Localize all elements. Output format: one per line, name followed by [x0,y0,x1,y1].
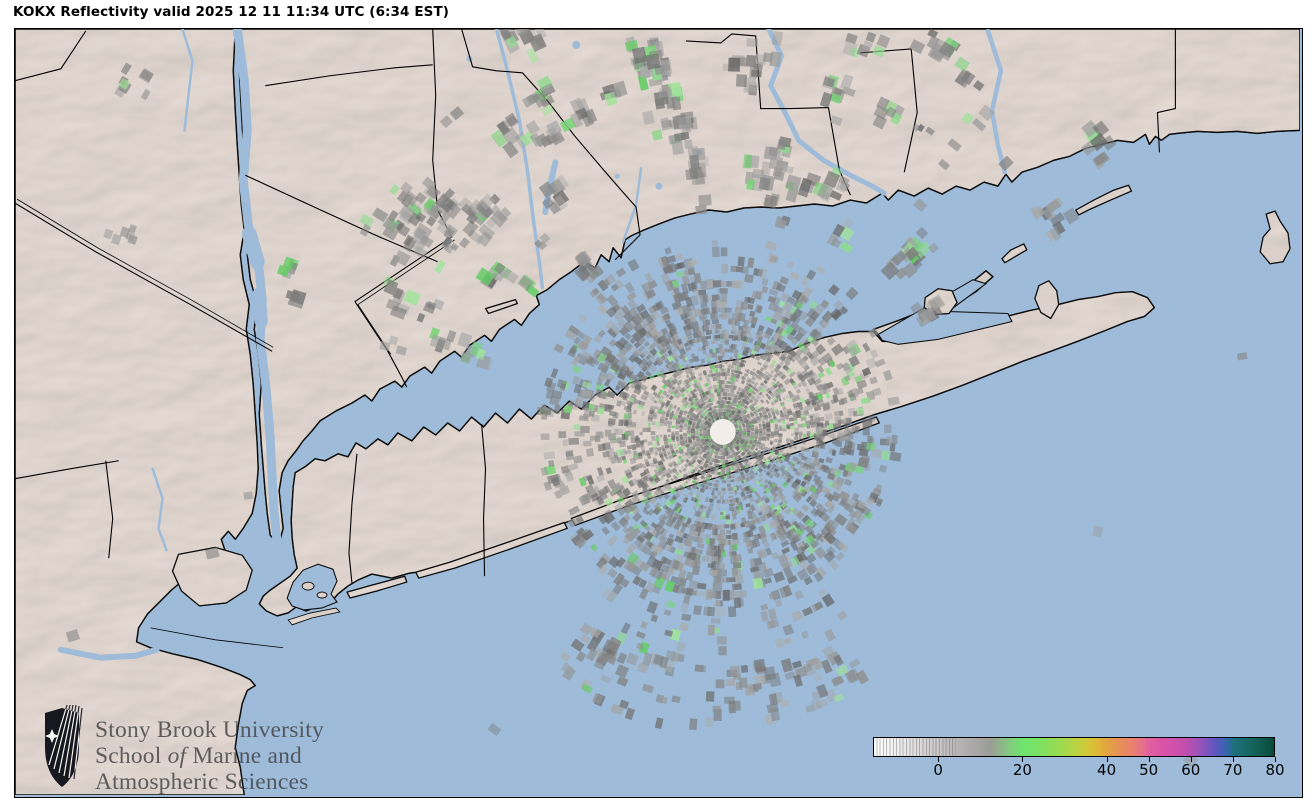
branding-line1: Stony Brook University [95,717,324,743]
orange-county-line [15,30,87,82]
colorbar-tick-mark [1148,757,1150,762]
block-island [1259,210,1291,265]
colorbar-tick-label: 0 [933,761,943,779]
hartford-county-line [685,33,851,196]
plum-island [1001,243,1028,264]
hudson-haverstraw [241,226,265,270]
rockaway-spit [287,607,341,626]
bay-islet [301,581,315,591]
harbor-channel-line [150,627,284,649]
newlondon-county-line [860,48,918,173]
map-frame: 0 20 40 50 60 70 80 Stony Brook University Sch… [14,28,1303,798]
branding-line2: School of Marine and [95,743,302,769]
stony-brook-shield-icon [45,705,83,787]
pond [655,182,663,190]
nj-county-line2 [105,460,114,559]
colorbar-tick-label: 20 [1012,761,1032,779]
wallkill-river [181,29,194,132]
putnam-north-line [265,64,433,87]
colorbar-tick-label: 40 [1097,761,1117,779]
bay-islet [316,591,328,599]
nassau-suffolk-line [481,423,487,577]
colorbar: 0 20 40 50 60 70 80 [853,734,1293,794]
ct-ny-border2 [357,239,455,355]
colorbar-tick-mark [1232,757,1234,762]
litchfield-county-line [461,29,641,261]
ny-nj-border2 [16,198,274,348]
ny-nj-border [15,202,273,352]
radar-site-hole [709,418,736,445]
colorbar-tick-mark [938,757,940,762]
colorbar-tick-label: 70 [1223,761,1243,779]
branding-text: Stony Brook University School of Marine … [95,717,324,795]
nj-county-line [15,460,119,480]
jamaica-bay-layer [286,563,341,626]
ct-ri-border [1156,29,1176,153]
norwalk-islands [484,298,519,315]
pond [614,173,620,179]
colorbar-tick-label: 50 [1139,761,1159,779]
colorbar-tick-mark [1190,757,1192,762]
raritan-river [57,646,160,661]
colorbar-tick-label: 80 [1265,761,1285,779]
fishers-island [1075,184,1133,216]
boundary-layer [15,29,1176,649]
colorbar-tick-mark [1275,757,1276,762]
housatonic-river [494,29,545,290]
jones-beach [415,521,568,579]
map-canvas [15,29,1300,795]
queens-nassau-line [348,453,358,584]
hudson-tappanzee [252,287,268,328]
branding-block: Stony Brook University School of Marine … [39,705,324,795]
pond [572,40,581,49]
mainland-newjersey [15,29,260,795]
plot-title: KOKX Reflectivity valid 2025 12 11 11:34… [13,4,450,20]
passaic-river [151,467,168,552]
radar-echo-layer [65,29,1248,768]
long-beach [346,575,408,599]
colorbar-tick-label: 60 [1181,761,1201,779]
colorbar-gradient [873,737,1275,757]
colorbar-tick-mark [1106,757,1108,762]
shield-star-icon [45,729,59,743]
branding-line3: Atmospheric Sciences [95,769,309,795]
gardiners-island [1034,279,1060,320]
quinnipiac-river [621,167,643,244]
staten-island [171,546,253,607]
colorbar-tick-mark [1022,757,1024,762]
